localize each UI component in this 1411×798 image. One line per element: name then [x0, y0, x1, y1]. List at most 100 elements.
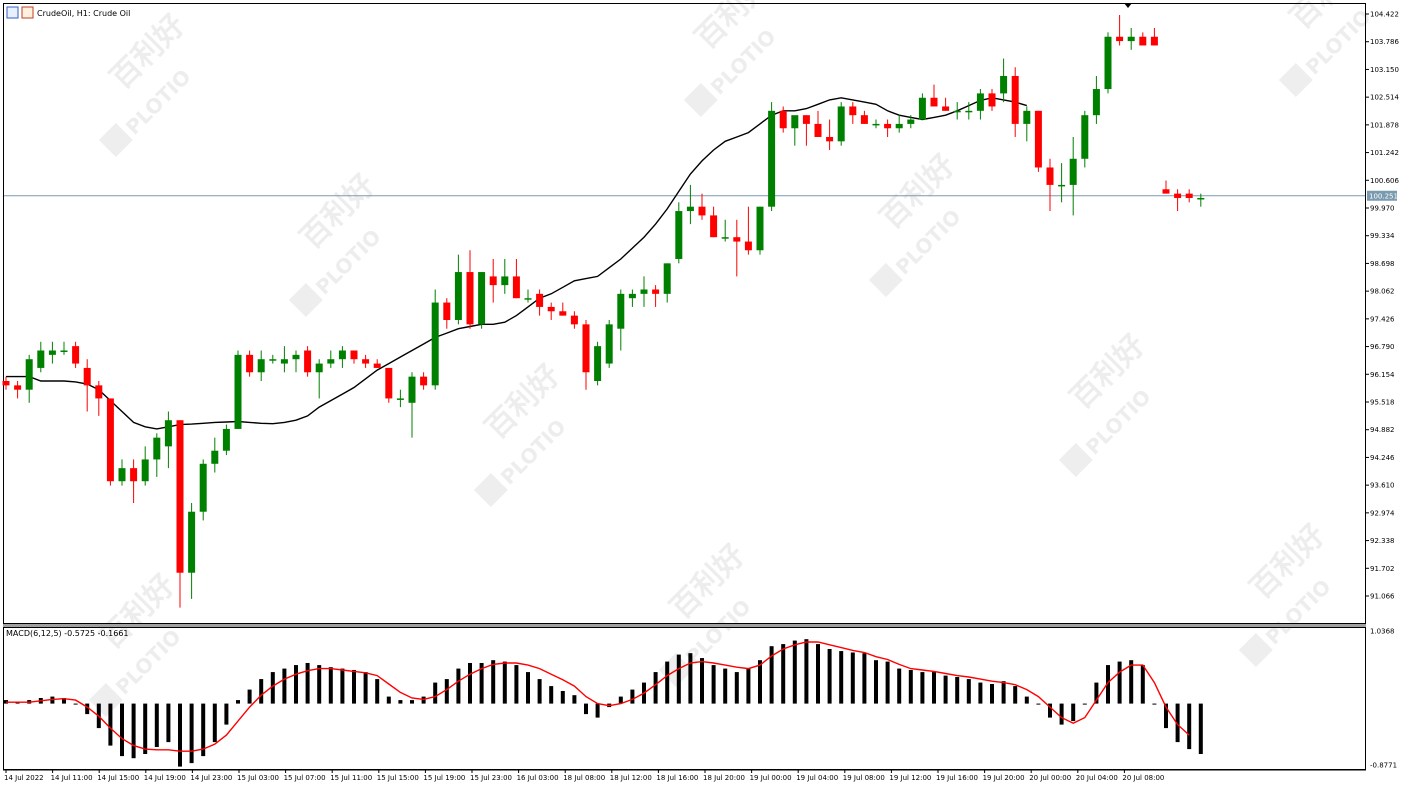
bearish-candle[interactable] [1150, 28, 1158, 46]
bearish-candle[interactable] [512, 258, 520, 299]
bullish-candle[interactable] [408, 372, 416, 438]
bullish-candle[interactable] [454, 254, 462, 325]
bearish-candle[interactable] [350, 350, 358, 364]
bearish-candle[interactable] [1139, 32, 1147, 46]
bullish-candle[interactable] [234, 350, 242, 429]
bearish-candle[interactable] [698, 193, 706, 220]
bullish-candle[interactable] [118, 459, 126, 486]
bullish-candle[interactable] [211, 437, 219, 473]
bullish-candle[interactable] [188, 503, 196, 599]
bearish-candle[interactable] [1011, 67, 1019, 137]
bullish-candle[interactable] [338, 346, 346, 368]
bullish-candle[interactable] [1127, 28, 1135, 50]
bearish-candle[interactable] [849, 102, 857, 124]
bearish-candle[interactable] [733, 219, 741, 277]
bearish-candle[interactable] [779, 106, 787, 133]
bearish-candle[interactable] [466, 250, 474, 329]
bullish-candle[interactable] [640, 276, 648, 307]
bullish-candle[interactable] [1023, 106, 1031, 142]
bullish-candle[interactable] [907, 115, 915, 129]
bearish-candle[interactable] [1034, 110, 1042, 172]
bullish-candle[interactable] [872, 119, 880, 129]
bearish-candle[interactable] [489, 258, 497, 303]
bullish-candle[interactable] [222, 424, 230, 456]
bearish-candle[interactable] [536, 289, 544, 316]
bullish-candle[interactable] [837, 102, 845, 146]
bearish-candle[interactable] [814, 110, 822, 137]
bullish-candle[interactable] [396, 389, 404, 408]
bullish-candle[interactable] [976, 89, 984, 120]
bullish-candle[interactable] [791, 115, 799, 146]
bearish-candle[interactable] [1046, 158, 1054, 212]
bearish-candle[interactable] [95, 380, 103, 416]
bearish-candle[interactable] [130, 459, 138, 504]
bearish-candle[interactable] [826, 119, 834, 151]
bullish-candle[interactable] [628, 289, 636, 307]
bullish-candle[interactable] [721, 219, 729, 242]
bearish-candle[interactable] [176, 420, 184, 608]
bearish-candle[interactable] [72, 341, 80, 368]
bullish-candle[interactable] [501, 258, 509, 294]
bearish-candle[interactable] [420, 372, 428, 390]
bearish-candle[interactable] [362, 354, 370, 368]
bearish-candle[interactable] [304, 346, 312, 377]
bullish-candle[interactable] [605, 319, 613, 368]
bullish-candle[interactable] [663, 263, 671, 303]
panel-separator[interactable] [3, 624, 1366, 627]
bullish-candle[interactable] [280, 346, 288, 373]
bearish-candle[interactable] [930, 84, 938, 107]
bearish-candle[interactable] [246, 350, 254, 377]
bullish-candle[interactable] [1058, 163, 1066, 203]
bullish-candle[interactable] [60, 341, 68, 355]
grid-icon[interactable] [6, 6, 19, 19]
bearish-candle[interactable] [373, 359, 381, 368]
shift-marker-icon[interactable] [1124, 3, 1132, 8]
bullish-candle[interactable] [686, 184, 694, 225]
bullish-candle[interactable] [292, 350, 300, 373]
bearish-candle[interactable] [1162, 180, 1170, 194]
bearish-candle[interactable] [744, 206, 752, 255]
bearish-candle[interactable] [14, 380, 22, 399]
bullish-candle[interactable] [25, 354, 33, 403]
bearish-candle[interactable] [884, 119, 892, 137]
bullish-candle[interactable] [965, 102, 973, 120]
bearish-candle[interactable] [547, 302, 555, 320]
bullish-candle[interactable] [1104, 32, 1112, 94]
bullish-candle[interactable] [675, 202, 683, 264]
chart-window-icon[interactable] [21, 6, 34, 19]
bullish-candle[interactable] [257, 350, 265, 381]
bullish-candle[interactable] [918, 93, 926, 120]
bullish-candle[interactable] [1081, 110, 1089, 168]
bearish-candle[interactable] [443, 298, 451, 329]
bullish-candle[interactable] [48, 341, 56, 364]
bullish-candle[interactable] [524, 289, 532, 303]
bearish-candle[interactable] [1174, 189, 1182, 212]
main-price-panel[interactable] [3, 3, 1366, 624]
bearish-candle[interactable] [106, 398, 114, 486]
bullish-candle[interactable] [431, 289, 439, 390]
bearish-candle[interactable] [385, 367, 393, 403]
bearish-candle[interactable] [1116, 14, 1124, 46]
bearish-candle[interactable] [570, 311, 578, 329]
bullish-candle[interactable] [617, 289, 625, 351]
bearish-candle[interactable] [802, 115, 810, 146]
bullish-candle[interactable] [199, 459, 207, 521]
bullish-candle[interactable] [895, 115, 903, 133]
bullish-candle[interactable] [594, 341, 602, 386]
bearish-candle[interactable] [1185, 189, 1193, 203]
bullish-candle[interactable] [1197, 193, 1205, 207]
bullish-candle[interactable] [1092, 75, 1100, 124]
bearish-candle[interactable] [860, 110, 868, 124]
bearish-candle[interactable] [942, 97, 950, 111]
bearish-candle[interactable] [582, 319, 590, 390]
bullish-candle[interactable] [269, 354, 277, 364]
bearish-candle[interactable] [2, 376, 10, 390]
bullish-candle[interactable] [141, 446, 149, 486]
bullish-candle[interactable] [768, 102, 776, 212]
bullish-candle[interactable] [164, 411, 172, 469]
bearish-candle[interactable] [652, 285, 660, 307]
bullish-candle[interactable] [478, 272, 486, 329]
bearish-candle[interactable] [710, 206, 718, 238]
bullish-candle[interactable] [327, 350, 335, 368]
